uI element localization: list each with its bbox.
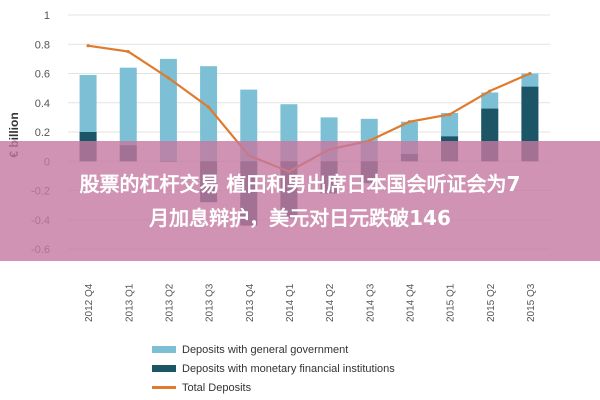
x-tick-label: 2013 Q2 (164, 283, 175, 322)
legend-label: Deposits with monetary financial institu… (182, 362, 395, 375)
news-headline[interactable]: 股票的杠杆交易 植田和男出席日本国会听证会为7 月加息辩护，美元对日元跌破146 (80, 167, 521, 235)
legend-label: Deposits with general government (182, 343, 349, 356)
headline-line-1: 股票的杠杆交易 植田和男出席日本国会听证会为7 (79, 172, 521, 196)
legend-label: Total Deposits (182, 381, 252, 394)
x-tick-label: 2013 Q3 (205, 283, 216, 322)
point-total-deposits (206, 105, 211, 109)
x-tick-label: 2015 Q2 (486, 283, 497, 322)
point-total-deposits (166, 76, 171, 80)
point-total-deposits (488, 89, 492, 93)
legend-item-general-government: Deposits with general government (152, 340, 395, 359)
point-total-deposits (407, 120, 412, 124)
y-tick-label: 1 (44, 10, 50, 22)
y-tick-label: 0.6 (35, 69, 50, 81)
x-tick-label: 2014 Q4 (405, 283, 416, 322)
y-tick-label: 0.2 (35, 127, 50, 139)
legend-swatch-monetary-institutions (152, 365, 176, 372)
x-tick-label: 2015 Q1 (446, 283, 457, 322)
y-tick-label: 0.8 (35, 39, 50, 51)
legend-item-monetary-institutions: Deposits with monetary financial institu… (152, 359, 395, 378)
x-tick-label: 2014 Q1 (285, 283, 296, 322)
legend-item-total-deposits: Total Deposits (152, 378, 395, 397)
legend-swatch-total-deposits (152, 386, 176, 389)
point-total-deposits (528, 71, 532, 76)
x-tick-label: 2012 Q4 (84, 283, 95, 322)
bar-general-government (119, 67, 137, 162)
y-tick-label: 0.4 (35, 98, 50, 110)
bar-general-government (200, 66, 218, 162)
point-total-deposits (447, 112, 452, 117)
x-tick-label: 2014 Q3 (365, 283, 376, 322)
point-total-deposits (126, 49, 130, 54)
legend-swatch-general-government (152, 346, 176, 353)
point-total-deposits (86, 44, 90, 48)
x-tick-label: 2013 Q1 (124, 283, 135, 322)
x-tick-label: 2014 Q2 (325, 283, 336, 322)
x-axis-ticks: 2012 Q4 2013 Q1 2013 Q2 2013 Q3 2013 Q4 2014 … (84, 283, 537, 322)
news-banner-overlay[interactable]: 股票的杠杆交易 植田和男出席日本国会听证会为7 月加息辩护，美元对日元跌破146 (0, 141, 600, 261)
legend: Deposits with general government Deposit… (152, 340, 395, 397)
x-tick-label: 2013 Q4 (245, 283, 256, 322)
headline-line-2: 月加息辩护，美元对日元跌破146 (149, 206, 451, 230)
bar-general-government (159, 58, 177, 162)
x-tick-label: 2015 Q3 (526, 283, 537, 322)
